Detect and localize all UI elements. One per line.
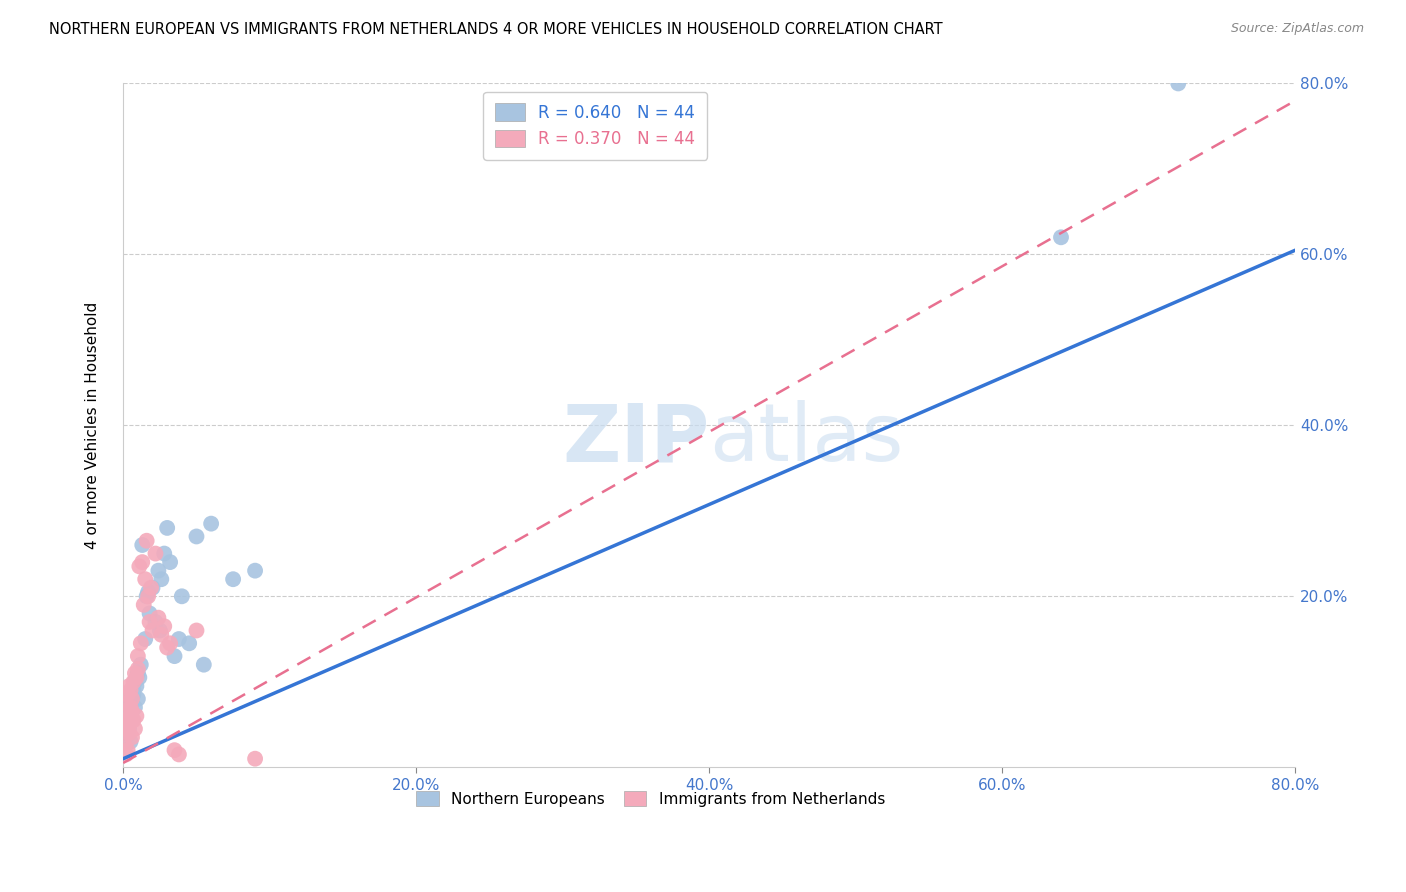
Legend: Northern Europeans, Immigrants from Netherlands: Northern Europeans, Immigrants from Neth… — [409, 783, 893, 814]
Point — [125, 679, 148, 693]
Point — [186, 529, 208, 543]
Point — [115, 726, 138, 740]
Point — [136, 589, 159, 603]
Point — [120, 691, 142, 706]
Point — [170, 589, 193, 603]
Point — [134, 632, 156, 646]
Point — [167, 747, 190, 762]
Point — [118, 679, 141, 693]
Point — [114, 739, 136, 753]
Text: ZIP: ZIP — [562, 400, 710, 478]
Point — [127, 691, 149, 706]
Point — [1050, 230, 1073, 244]
Point — [163, 743, 186, 757]
Point — [153, 547, 176, 561]
Point — [122, 713, 145, 727]
Point — [153, 619, 176, 633]
Point — [128, 559, 150, 574]
Point — [127, 666, 149, 681]
Point — [121, 713, 143, 727]
Point — [136, 585, 159, 599]
Point — [243, 752, 266, 766]
Point — [124, 666, 146, 681]
Point — [243, 564, 266, 578]
Point — [138, 607, 160, 621]
Point — [121, 705, 143, 719]
Point — [141, 624, 163, 638]
Point — [115, 747, 138, 762]
Point — [120, 683, 142, 698]
Text: Source: ZipAtlas.com: Source: ZipAtlas.com — [1230, 22, 1364, 36]
Point — [127, 662, 149, 676]
Point — [121, 731, 143, 745]
Point — [145, 615, 167, 629]
Point — [131, 555, 153, 569]
Point — [117, 743, 139, 757]
Point — [129, 657, 152, 672]
Point — [139, 581, 162, 595]
Point — [128, 671, 150, 685]
Point — [150, 572, 173, 586]
Point — [115, 713, 138, 727]
Point — [121, 691, 143, 706]
Point — [118, 705, 141, 719]
Point — [193, 657, 215, 672]
Point — [135, 533, 157, 548]
Point — [148, 610, 170, 624]
Text: atlas: atlas — [710, 400, 904, 478]
Point — [117, 700, 139, 714]
Point — [222, 572, 245, 586]
Point — [122, 688, 145, 702]
Point — [118, 722, 141, 736]
Point — [145, 547, 167, 561]
Point — [117, 709, 139, 723]
Point — [179, 636, 201, 650]
Point — [125, 671, 148, 685]
Point — [114, 722, 136, 736]
Y-axis label: 4 or more Vehicles in Household: 4 or more Vehicles in Household — [86, 301, 100, 549]
Point — [124, 700, 146, 714]
Point — [118, 726, 141, 740]
Point — [148, 564, 170, 578]
Point — [120, 700, 142, 714]
Point — [117, 713, 139, 727]
Point — [124, 674, 146, 689]
Point — [125, 709, 148, 723]
Point — [118, 717, 141, 731]
Point — [122, 674, 145, 689]
Point — [149, 624, 172, 638]
Point — [115, 696, 138, 710]
Point — [132, 598, 155, 612]
Point — [1167, 77, 1189, 91]
Point — [129, 636, 152, 650]
Point — [120, 734, 142, 748]
Text: NORTHERN EUROPEAN VS IMMIGRANTS FROM NETHERLANDS 4 OR MORE VEHICLES IN HOUSEHOLD: NORTHERN EUROPEAN VS IMMIGRANTS FROM NET… — [49, 22, 943, 37]
Point — [134, 572, 156, 586]
Point — [159, 636, 181, 650]
Point — [156, 640, 179, 655]
Point — [150, 628, 173, 642]
Point — [186, 624, 208, 638]
Point — [167, 632, 190, 646]
Point — [127, 649, 149, 664]
Point — [122, 683, 145, 698]
Point — [117, 688, 139, 702]
Point — [121, 696, 143, 710]
Point — [163, 649, 186, 664]
Point — [115, 709, 138, 723]
Point — [131, 538, 153, 552]
Point — [138, 615, 160, 629]
Point — [114, 717, 136, 731]
Point — [159, 555, 181, 569]
Point — [124, 722, 146, 736]
Point — [200, 516, 222, 531]
Point — [135, 589, 157, 603]
Point — [141, 581, 163, 595]
Point — [156, 521, 179, 535]
